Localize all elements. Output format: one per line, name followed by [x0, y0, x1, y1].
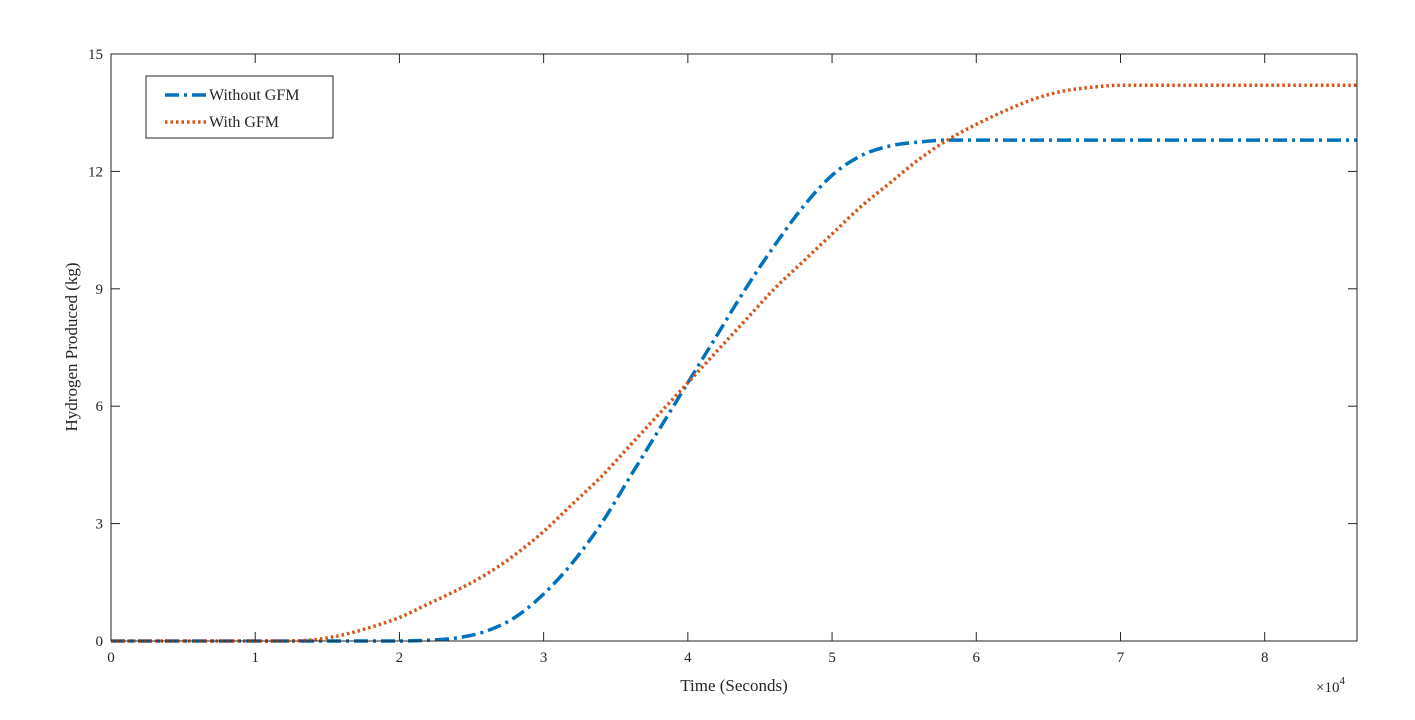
legend-box [145, 75, 334, 139]
y-tick-label: 3 [96, 517, 104, 533]
series-layer [111, 83, 1357, 643]
legend-label-without-gfm: Without GFM [209, 87, 299, 104]
plot-frame [110, 53, 1358, 642]
y-axis-label: Hydrogen Produced (kg) [62, 262, 81, 431]
x-axis-exponent-power: 4 [1339, 675, 1345, 687]
x-tick-label: 3 [540, 650, 548, 666]
x-tick-label: 1 [251, 650, 259, 666]
x-tick-label: 7 [1117, 650, 1125, 666]
y-tick-label: 9 [96, 282, 104, 298]
plot-background [111, 54, 1357, 641]
x-tick-label: 2 [396, 650, 404, 666]
series-line-without-gfm [111, 138, 1357, 643]
legend-label-with-gfm: With GFM [209, 114, 279, 131]
x-axis-exponent: ×104 [1316, 675, 1345, 696]
y-tick-label: 0 [96, 634, 104, 650]
x-tick-label: 5 [828, 650, 836, 666]
legend: Without GFM With GFM [145, 75, 334, 139]
series-line-with-gfm [111, 83, 1357, 643]
y-tick-label: 15 [88, 47, 103, 63]
x-axis-label: Time (Seconds) [680, 676, 788, 695]
x-tick-label: 6 [973, 650, 981, 666]
x-tick-label: 8 [1261, 650, 1269, 666]
x-tick-label: 0 [107, 650, 115, 666]
y-tick-label: 6 [96, 399, 104, 415]
y-tick-label: 12 [88, 164, 103, 180]
x-axis-exponent-base: ×10 [1316, 680, 1339, 696]
x-tick-label: 4 [684, 650, 692, 666]
